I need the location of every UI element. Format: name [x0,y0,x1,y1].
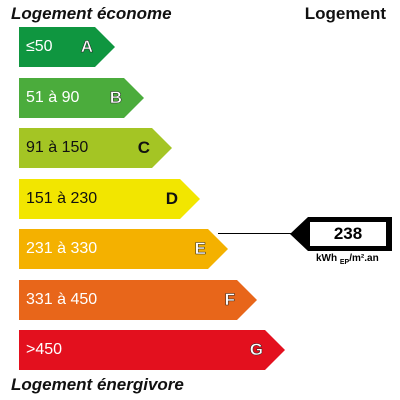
unit-subscript: EP [339,259,350,266]
rating-range-e: 231 à 330 [26,240,98,257]
rating-bar-d: 151 à 230 D [19,179,200,219]
energy-intensive-home-label: Logement énergivore [11,375,184,394]
rating-bar-e: 231 à 330 E [19,229,228,269]
rating-letter-e: E [194,239,206,258]
rating-letter-d: D [165,189,178,208]
rating-bar-g: >450 G [19,330,285,370]
rating-bar-a: ≤50 A [19,27,115,67]
rating-range-g: >450 [26,341,63,358]
rating-letter-b: B [109,88,122,107]
efficient-home-label: Logement économe [11,4,172,23]
rating-range-c: 91 à 150 [26,139,89,156]
rating-bar-c: 91 à 150 C [19,128,172,168]
rating-range-f: 331 à 450 [26,291,98,308]
energy-unit-label: kWh EP/m².an [316,253,379,266]
current-value-indicator: 238 [290,217,392,251]
unit-prefix: kWh [316,253,340,264]
rating-range-d: 151 à 230 [26,190,98,207]
rating-bar-b: 51 à 90 B [19,78,144,118]
rating-range-a: ≤50 [26,38,53,55]
indicator-line [218,233,293,234]
current-value: 238 [310,222,386,246]
unit-suffix: /m².an [349,253,379,264]
rating-range-b: 51 à 90 [26,89,80,106]
rating-letter-g: G [249,340,263,359]
rating-letter-a: A [80,37,93,56]
rating-letter-c: C [137,138,150,157]
rating-letter-f: F [224,290,235,309]
rating-bar-f: 331 à 450 F [19,280,257,320]
home-label: Logement [304,4,386,23]
